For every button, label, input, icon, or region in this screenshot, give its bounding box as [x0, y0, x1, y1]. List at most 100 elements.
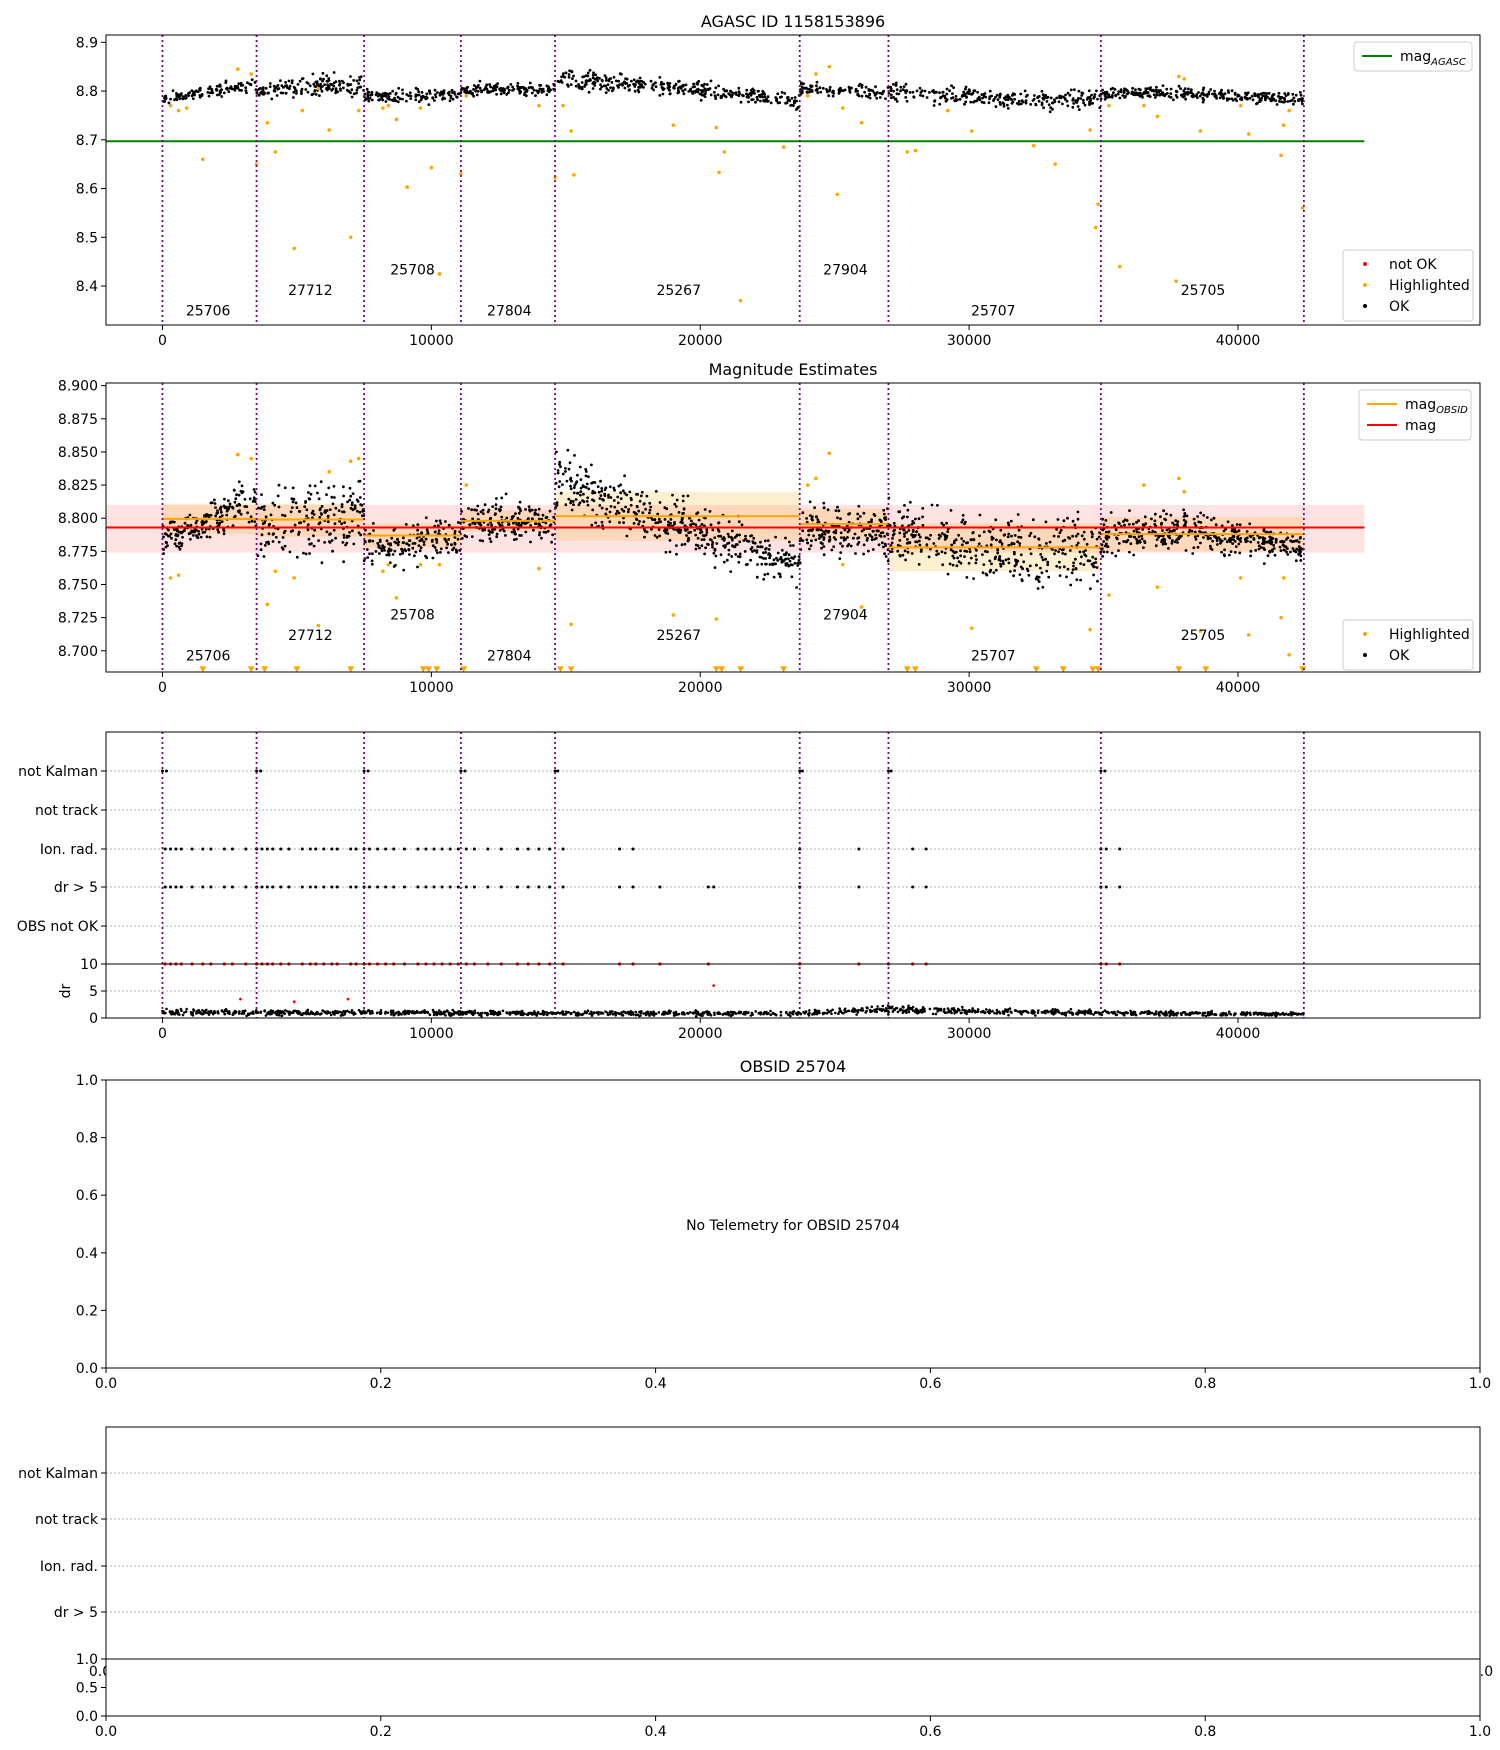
p2-ok-point	[483, 528, 487, 532]
p2-ok-point	[1143, 539, 1146, 543]
p2-ok-point	[177, 545, 181, 549]
p1-ok-point	[598, 76, 601, 80]
p3-dr-ok-point	[1084, 1009, 1087, 1013]
p2-ok-point	[737, 520, 741, 524]
p1-ok-point	[1127, 91, 1130, 95]
p3-dr-ok-point	[946, 1007, 950, 1010]
p1-ok-point	[617, 79, 620, 83]
p2-ok-point	[738, 552, 742, 556]
p2-ok-point	[857, 541, 861, 544]
p3-flag-point	[712, 885, 716, 889]
p2-highlighted-point	[1238, 576, 1243, 580]
p2-ok-point	[846, 544, 849, 548]
p2-ok-point	[1027, 573, 1031, 577]
p1-ok-point	[1157, 89, 1160, 92]
p1-ok-point	[350, 88, 354, 92]
p2-ok-point	[494, 503, 498, 507]
p2-ok-point	[585, 482, 589, 486]
p2-ok-point	[603, 494, 607, 498]
p2-ok-point	[378, 552, 381, 555]
p2-ok-point	[989, 568, 993, 572]
p2-ok-point	[1295, 539, 1299, 543]
p3-dr-ok-point	[885, 1009, 889, 1012]
p1-ok-point	[1049, 106, 1053, 110]
p2-ok-point	[995, 538, 998, 542]
p2-ok-point	[683, 542, 687, 546]
p2-ok-point	[439, 551, 442, 554]
p2-ok-point	[694, 533, 698, 537]
p2-ok-point	[238, 503, 242, 507]
p2-ok-point	[1297, 540, 1301, 544]
p1-ok-point	[848, 90, 852, 94]
p1-ok-point	[1024, 101, 1028, 105]
p1-ok-point	[1159, 92, 1163, 96]
p2-highlighted-clipped-marker	[1202, 666, 1210, 673]
p1-ok-point	[998, 101, 1002, 104]
p2-ytick-label: 8.700	[58, 644, 98, 660]
p2-ok-point	[1174, 519, 1178, 523]
p3-dr-ok-point	[905, 1011, 908, 1014]
p1-ok-point	[304, 88, 308, 91]
p2-ok-point	[957, 533, 960, 537]
p2-ok-point	[584, 486, 588, 489]
p1-ok-point	[755, 95, 759, 99]
p1-ok-point	[547, 87, 551, 91]
p1-ok-point	[780, 91, 784, 94]
p3-dr-ok-point	[614, 1014, 617, 1017]
p3-flag-point	[432, 885, 436, 889]
p2-ok-point	[1079, 578, 1082, 582]
p1-ok-point	[290, 81, 294, 85]
p1-ok-point	[582, 75, 586, 78]
p1-ok-point	[292, 96, 295, 99]
p2-ok-point	[1269, 530, 1273, 534]
p1-ok-point	[332, 71, 336, 74]
p2-ok-point	[181, 535, 184, 539]
p1-ok-point	[1068, 93, 1072, 97]
p2-ok-point	[598, 504, 602, 507]
p2-ok-point	[174, 533, 178, 537]
p3-dr-ok-point	[769, 1013, 773, 1017]
p2-ok-point	[752, 541, 755, 545]
p2-ok-point	[1171, 539, 1174, 542]
p2-ok-point	[598, 497, 602, 500]
p1-ok-point	[1081, 98, 1085, 102]
p2-ok-point	[371, 539, 375, 543]
p2-ok-point	[205, 535, 209, 539]
p1-ok-point	[1071, 105, 1075, 109]
p1-highlighted-point	[265, 120, 270, 125]
p2-ok-point	[862, 552, 865, 556]
p2-ok-point	[188, 513, 192, 517]
p1-ok-point	[988, 95, 992, 99]
p1-ok-point	[211, 91, 214, 95]
p2-ok-point	[453, 541, 457, 545]
p2-ok-point	[1184, 549, 1188, 552]
p2-ok-point	[1163, 538, 1167, 542]
p3-dr-ok-point	[606, 1011, 609, 1015]
p2-ok-point	[669, 522, 672, 525]
p1-ok-point	[662, 82, 665, 86]
p2-ok-point	[233, 514, 237, 518]
p1-ok-point	[1087, 102, 1091, 106]
p1-obsid-label: 27712	[288, 283, 333, 299]
p2-ok-point	[1176, 541, 1179, 544]
p2-ok-point	[1223, 537, 1227, 541]
p1-ok-point	[856, 89, 859, 93]
p2-ok-point	[957, 560, 961, 563]
p1-ok-point	[1205, 95, 1209, 98]
p2-ok-point	[605, 507, 609, 511]
p2-ok-point	[797, 555, 801, 558]
p2-ok-point	[1233, 540, 1237, 543]
p2-ok-point	[591, 491, 594, 495]
p1-ok-point	[306, 90, 310, 94]
p2-ok-point	[974, 561, 978, 565]
p2-ok-point	[468, 523, 471, 527]
p1-ok-point	[634, 83, 637, 87]
p2-ok-point	[637, 522, 640, 526]
p3-flag-point	[190, 885, 194, 889]
p2-ok-point	[1162, 509, 1165, 513]
p1-ok-point	[528, 81, 532, 85]
p1-obsid-label: 25708	[390, 262, 435, 278]
p1-obsid-label: 25267	[656, 283, 701, 299]
p2-ok-point	[387, 542, 390, 546]
p2-ok-point	[847, 520, 851, 524]
